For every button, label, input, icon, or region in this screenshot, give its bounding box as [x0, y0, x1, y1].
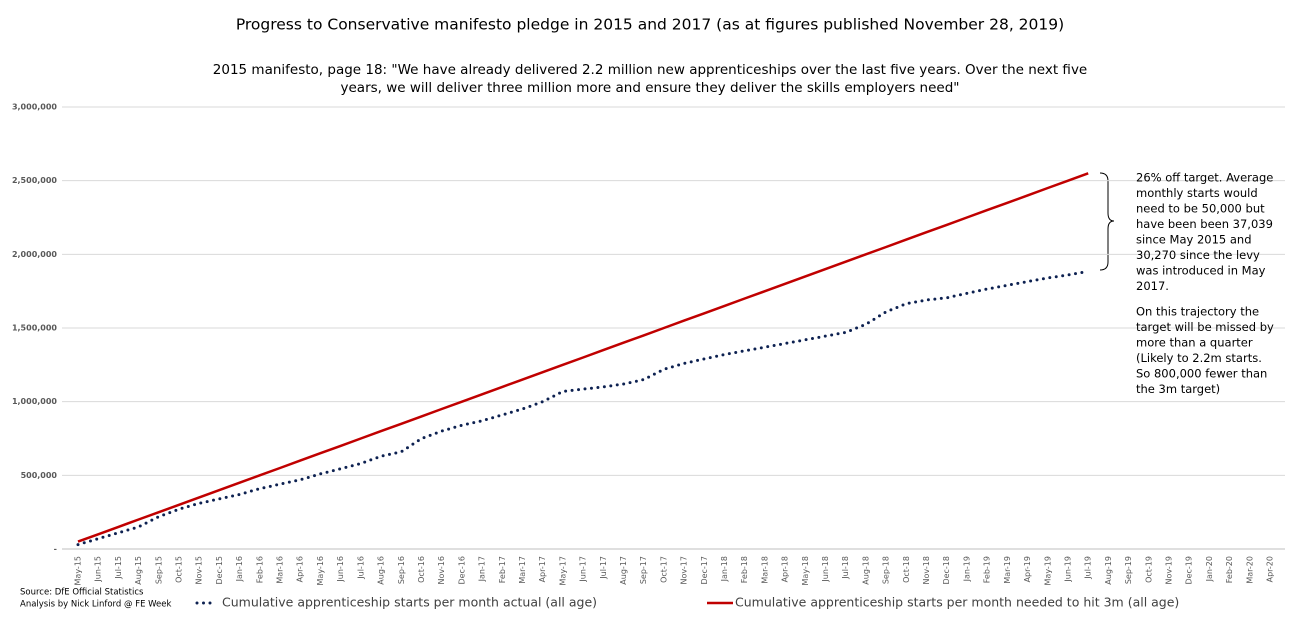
y-tick-label: 2,500,000 — [12, 176, 57, 185]
legend-label: Cumulative apprenticeship starts per mon… — [222, 595, 597, 610]
annotation: need to be 50,000 but — [1136, 202, 1265, 216]
x-tick-label: May-17 — [558, 556, 567, 585]
x-tick-label: May-18 — [801, 556, 810, 585]
x-tick-label: Dec-18 — [942, 556, 951, 585]
x-tick-label: Aug-17 — [619, 556, 628, 585]
x-tick-label: Jun-19 — [1063, 556, 1072, 583]
x-tick-label: Mar-18 — [760, 556, 769, 584]
x-tick-label: Feb-16 — [255, 556, 264, 583]
x-tick-label: Nov-19 — [1164, 556, 1173, 584]
x-tick-label: Mar-19 — [1003, 556, 1012, 584]
x-tick-label: Apr-19 — [1023, 556, 1032, 582]
x-tick-label: Dec-16 — [457, 556, 466, 585]
x-tick-label: Mar-17 — [518, 556, 527, 584]
annotation: (Likely to 2.2m starts. — [1136, 351, 1262, 365]
annotation: have been been 37,039 — [1136, 217, 1273, 231]
x-tick-label: Oct-18 — [902, 556, 911, 583]
chart-subtitle: 2015 manifesto, page 18: "We have alread… — [213, 62, 1087, 78]
x-tick-label: Sep-15 — [154, 556, 163, 584]
chart-subtitle: years, we will deliver three million mor… — [341, 80, 960, 96]
y-tick-label: 2,000,000 — [12, 250, 57, 259]
annotation: the 3m target) — [1136, 382, 1220, 396]
x-tick-label: Jan-17 — [478, 556, 487, 582]
brace — [1099, 172, 1115, 271]
x-tick-label: Aug-16 — [377, 556, 386, 585]
annotation: On this trajectory the — [1136, 305, 1259, 319]
x-tick-label: Jun-16 — [336, 556, 345, 583]
x-tick-label: Nov-15 — [195, 556, 204, 584]
x-tick-label: Sep-16 — [397, 556, 406, 584]
x-tick-label: Aug-15 — [134, 556, 143, 585]
x-tick-label: Jul-18 — [841, 556, 850, 580]
x-tick-label: Mar-16 — [276, 556, 285, 584]
chart-title: Progress to Conservative manifesto pledg… — [236, 16, 1064, 34]
annotation: So 800,000 fewer than — [1136, 367, 1267, 381]
x-tick-label: Feb-17 — [498, 556, 507, 583]
x-tick-label: Apr-20 — [1266, 556, 1275, 582]
x-tick-label: May-19 — [1043, 556, 1052, 585]
x-tick-label: Jun-17 — [579, 556, 588, 583]
x-tick-label: Aug-18 — [861, 556, 870, 585]
x-tick-label: Sep-19 — [1124, 556, 1133, 584]
annotation: target will be missed by — [1136, 320, 1274, 334]
x-tick-label: Apr-18 — [781, 556, 790, 582]
x-tick-label: Mar-20 — [1245, 556, 1254, 584]
y-tick-label: 3,000,000 — [12, 103, 57, 112]
y-tick-label: 500,000 — [21, 471, 58, 480]
x-tick-label: Feb-18 — [740, 556, 749, 583]
x-tick-label: Nov-16 — [437, 556, 446, 584]
x-tick-label: Feb-19 — [983, 556, 992, 583]
x-tick-label: Jul-15 — [114, 556, 123, 580]
x-tick-label: Sep-17 — [639, 556, 648, 584]
source: Source: DfE Official Statistics — [20, 588, 144, 598]
y-tick-label: - — [54, 545, 57, 554]
x-tick-label: Jul-17 — [599, 556, 608, 580]
x-tick-label: May-16 — [316, 556, 325, 585]
x-tick-label: Nov-17 — [680, 556, 689, 584]
x-tick-label: Aug-19 — [1104, 556, 1113, 585]
x-tick-label: Jun-15 — [94, 556, 103, 583]
series-line — [76, 269, 1090, 547]
annotation: 30,270 since the levy — [1136, 248, 1260, 262]
x-tick-label: Jan-16 — [235, 556, 244, 582]
annotation: since May 2015 and — [1136, 233, 1252, 247]
x-tick-label: Dec-19 — [1185, 556, 1194, 585]
x-tick-label: Feb-20 — [1225, 556, 1234, 583]
x-tick-label: Jan-18 — [720, 556, 729, 582]
x-tick-label: Jan-19 — [962, 556, 971, 582]
x-tick-label: Dec-15 — [215, 556, 224, 585]
x-tick-label: Jun-18 — [821, 556, 830, 583]
x-tick-label: Dec-17 — [700, 556, 709, 585]
annotation: more than a quarter — [1136, 336, 1253, 350]
source: Analysis by Nick Linford @ FE Week — [20, 600, 172, 610]
x-tick-label: Jul-19 — [1084, 556, 1093, 580]
annotation: monthly starts would — [1136, 186, 1258, 200]
x-tick-label: Sep-18 — [882, 556, 891, 584]
x-tick-label: Nov-18 — [922, 556, 931, 584]
x-tick-label: Oct-17 — [659, 556, 668, 583]
x-tick-label: Oct-15 — [175, 556, 184, 583]
x-tick-label: May-15 — [74, 556, 83, 585]
x-tick-label: Jul-16 — [356, 556, 365, 580]
y-tick-label: 1,000,000 — [12, 397, 57, 406]
annotation: 2017. — [1136, 279, 1169, 293]
x-tick-label: Apr-17 — [538, 556, 547, 582]
series-line — [77, 172, 1089, 543]
annotation: 26% off target. Average — [1136, 171, 1273, 185]
x-tick-label: Jan-20 — [1205, 556, 1214, 582]
annotation: was introduced in May — [1136, 264, 1266, 278]
y-tick-label: 1,500,000 — [12, 324, 57, 333]
legend-label: Cumulative apprenticeship starts per mon… — [735, 595, 1179, 610]
x-tick-label: Oct-16 — [417, 556, 426, 583]
x-tick-label: Oct-19 — [1144, 556, 1153, 583]
x-tick-label: Apr-16 — [296, 556, 305, 582]
